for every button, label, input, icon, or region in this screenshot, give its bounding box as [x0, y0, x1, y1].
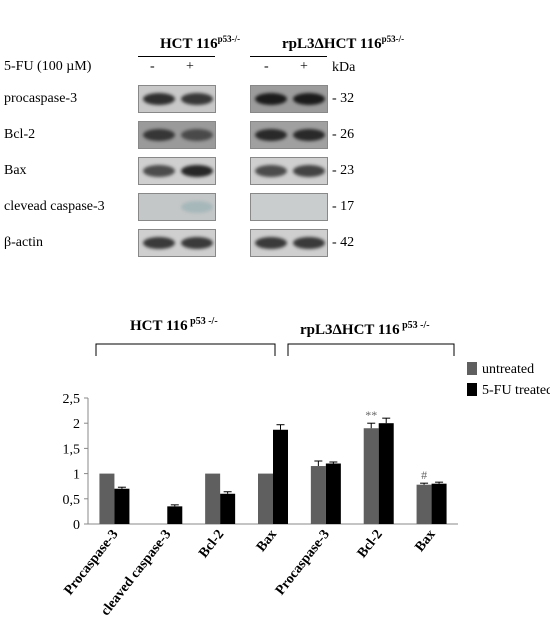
blot-strip — [250, 193, 328, 221]
legend-label: untreated — [482, 362, 534, 377]
bar — [205, 473, 221, 524]
bar — [273, 429, 288, 524]
group-bracket — [95, 343, 276, 356]
blot-strip — [250, 85, 328, 113]
blot-row-label: Bax — [4, 163, 27, 178]
blot-row-label: Bcl-2 — [4, 127, 36, 142]
blot-strip — [138, 85, 216, 113]
y-tick-label: 1,5 — [63, 442, 81, 457]
blot-header-line-1 — [138, 56, 215, 57]
significance-mark: ** — [365, 408, 377, 422]
significance-mark: # — [421, 468, 427, 482]
blot-band — [181, 129, 213, 141]
blot-band — [293, 93, 325, 105]
group-header-2: rpL3ΔHCT 116 p53 -/- — [300, 320, 430, 338]
blot-band — [293, 129, 325, 141]
bar — [363, 428, 379, 524]
lane-sign-2: + — [186, 59, 194, 74]
category-label: Bax — [254, 527, 280, 555]
blot-strip — [250, 121, 328, 149]
blot-group-header-2: rpL3ΔHCT 116p53-/- — [282, 34, 405, 52]
blot-strip — [250, 157, 328, 185]
bar — [310, 466, 326, 524]
blot-row-label: clevead caspase-3 — [4, 199, 105, 214]
blot-strip — [138, 229, 216, 257]
blot-band — [255, 93, 287, 105]
bar — [378, 423, 394, 524]
group-bracket — [287, 343, 455, 356]
y-tick-label: 0 — [73, 518, 80, 533]
y-tick-label: 2 — [73, 417, 80, 432]
blot-row-label: procaspase-3 — [4, 91, 78, 106]
y-tick-label: 1 — [73, 468, 80, 483]
blot-row-label: β-actin — [4, 235, 43, 250]
blot-kda-value: - 42 — [332, 235, 355, 250]
blot-band — [255, 165, 287, 177]
bar — [99, 473, 115, 524]
bar — [114, 488, 130, 524]
blot-band — [255, 237, 287, 249]
blot-band — [143, 93, 175, 105]
lane-sign-1: - — [150, 59, 155, 74]
blot-band — [293, 165, 325, 177]
blot-band — [181, 165, 213, 177]
blot-kda-value: - 23 — [332, 163, 355, 178]
blot-strip — [138, 193, 216, 221]
group-header-1: HCT 116 p53 -/- — [130, 316, 218, 334]
blot-kda-value: - 26 — [332, 127, 355, 142]
bar — [220, 493, 236, 524]
blot-strip — [138, 121, 216, 149]
category-label: Bcl-2 — [355, 527, 386, 561]
treatment-label: 5-FU (100 µM) — [4, 59, 92, 74]
category-label: Bcl-2 — [196, 527, 227, 561]
blot-band — [181, 201, 213, 213]
bar — [325, 463, 341, 524]
blot-band — [143, 129, 175, 141]
legend-label: 5-FU treated — [482, 383, 550, 398]
blot-group-header-1: HCT 116p53-/- — [160, 34, 241, 52]
bar — [416, 484, 432, 524]
lane-sign-3: - — [264, 59, 269, 74]
blot-header-line-2 — [250, 56, 327, 57]
y-tick-label: 0,5 — [63, 493, 81, 508]
bar — [167, 506, 183, 524]
legend-swatch — [467, 362, 477, 375]
kda-label: kDa — [332, 60, 356, 75]
category-label: Procaspase-3 — [273, 527, 333, 598]
lane-sign-4: + — [300, 59, 308, 74]
blot-band — [255, 129, 287, 141]
blot-strip — [138, 157, 216, 185]
blot-band — [181, 93, 213, 105]
blot-band — [143, 237, 175, 249]
blot-strip — [250, 229, 328, 257]
blot-band — [293, 237, 325, 249]
blot-kda-value: - 17 — [332, 199, 355, 214]
legend-swatch — [467, 383, 477, 396]
bar — [258, 473, 273, 524]
blot-kda-value: - 32 — [332, 91, 355, 106]
bar — [431, 483, 447, 524]
category-label: Bax — [413, 527, 439, 555]
y-tick-label: 2,5 — [63, 392, 81, 407]
blot-band — [143, 165, 175, 177]
category-label: Procaspase-3 — [62, 527, 122, 598]
blot-band — [181, 237, 213, 249]
